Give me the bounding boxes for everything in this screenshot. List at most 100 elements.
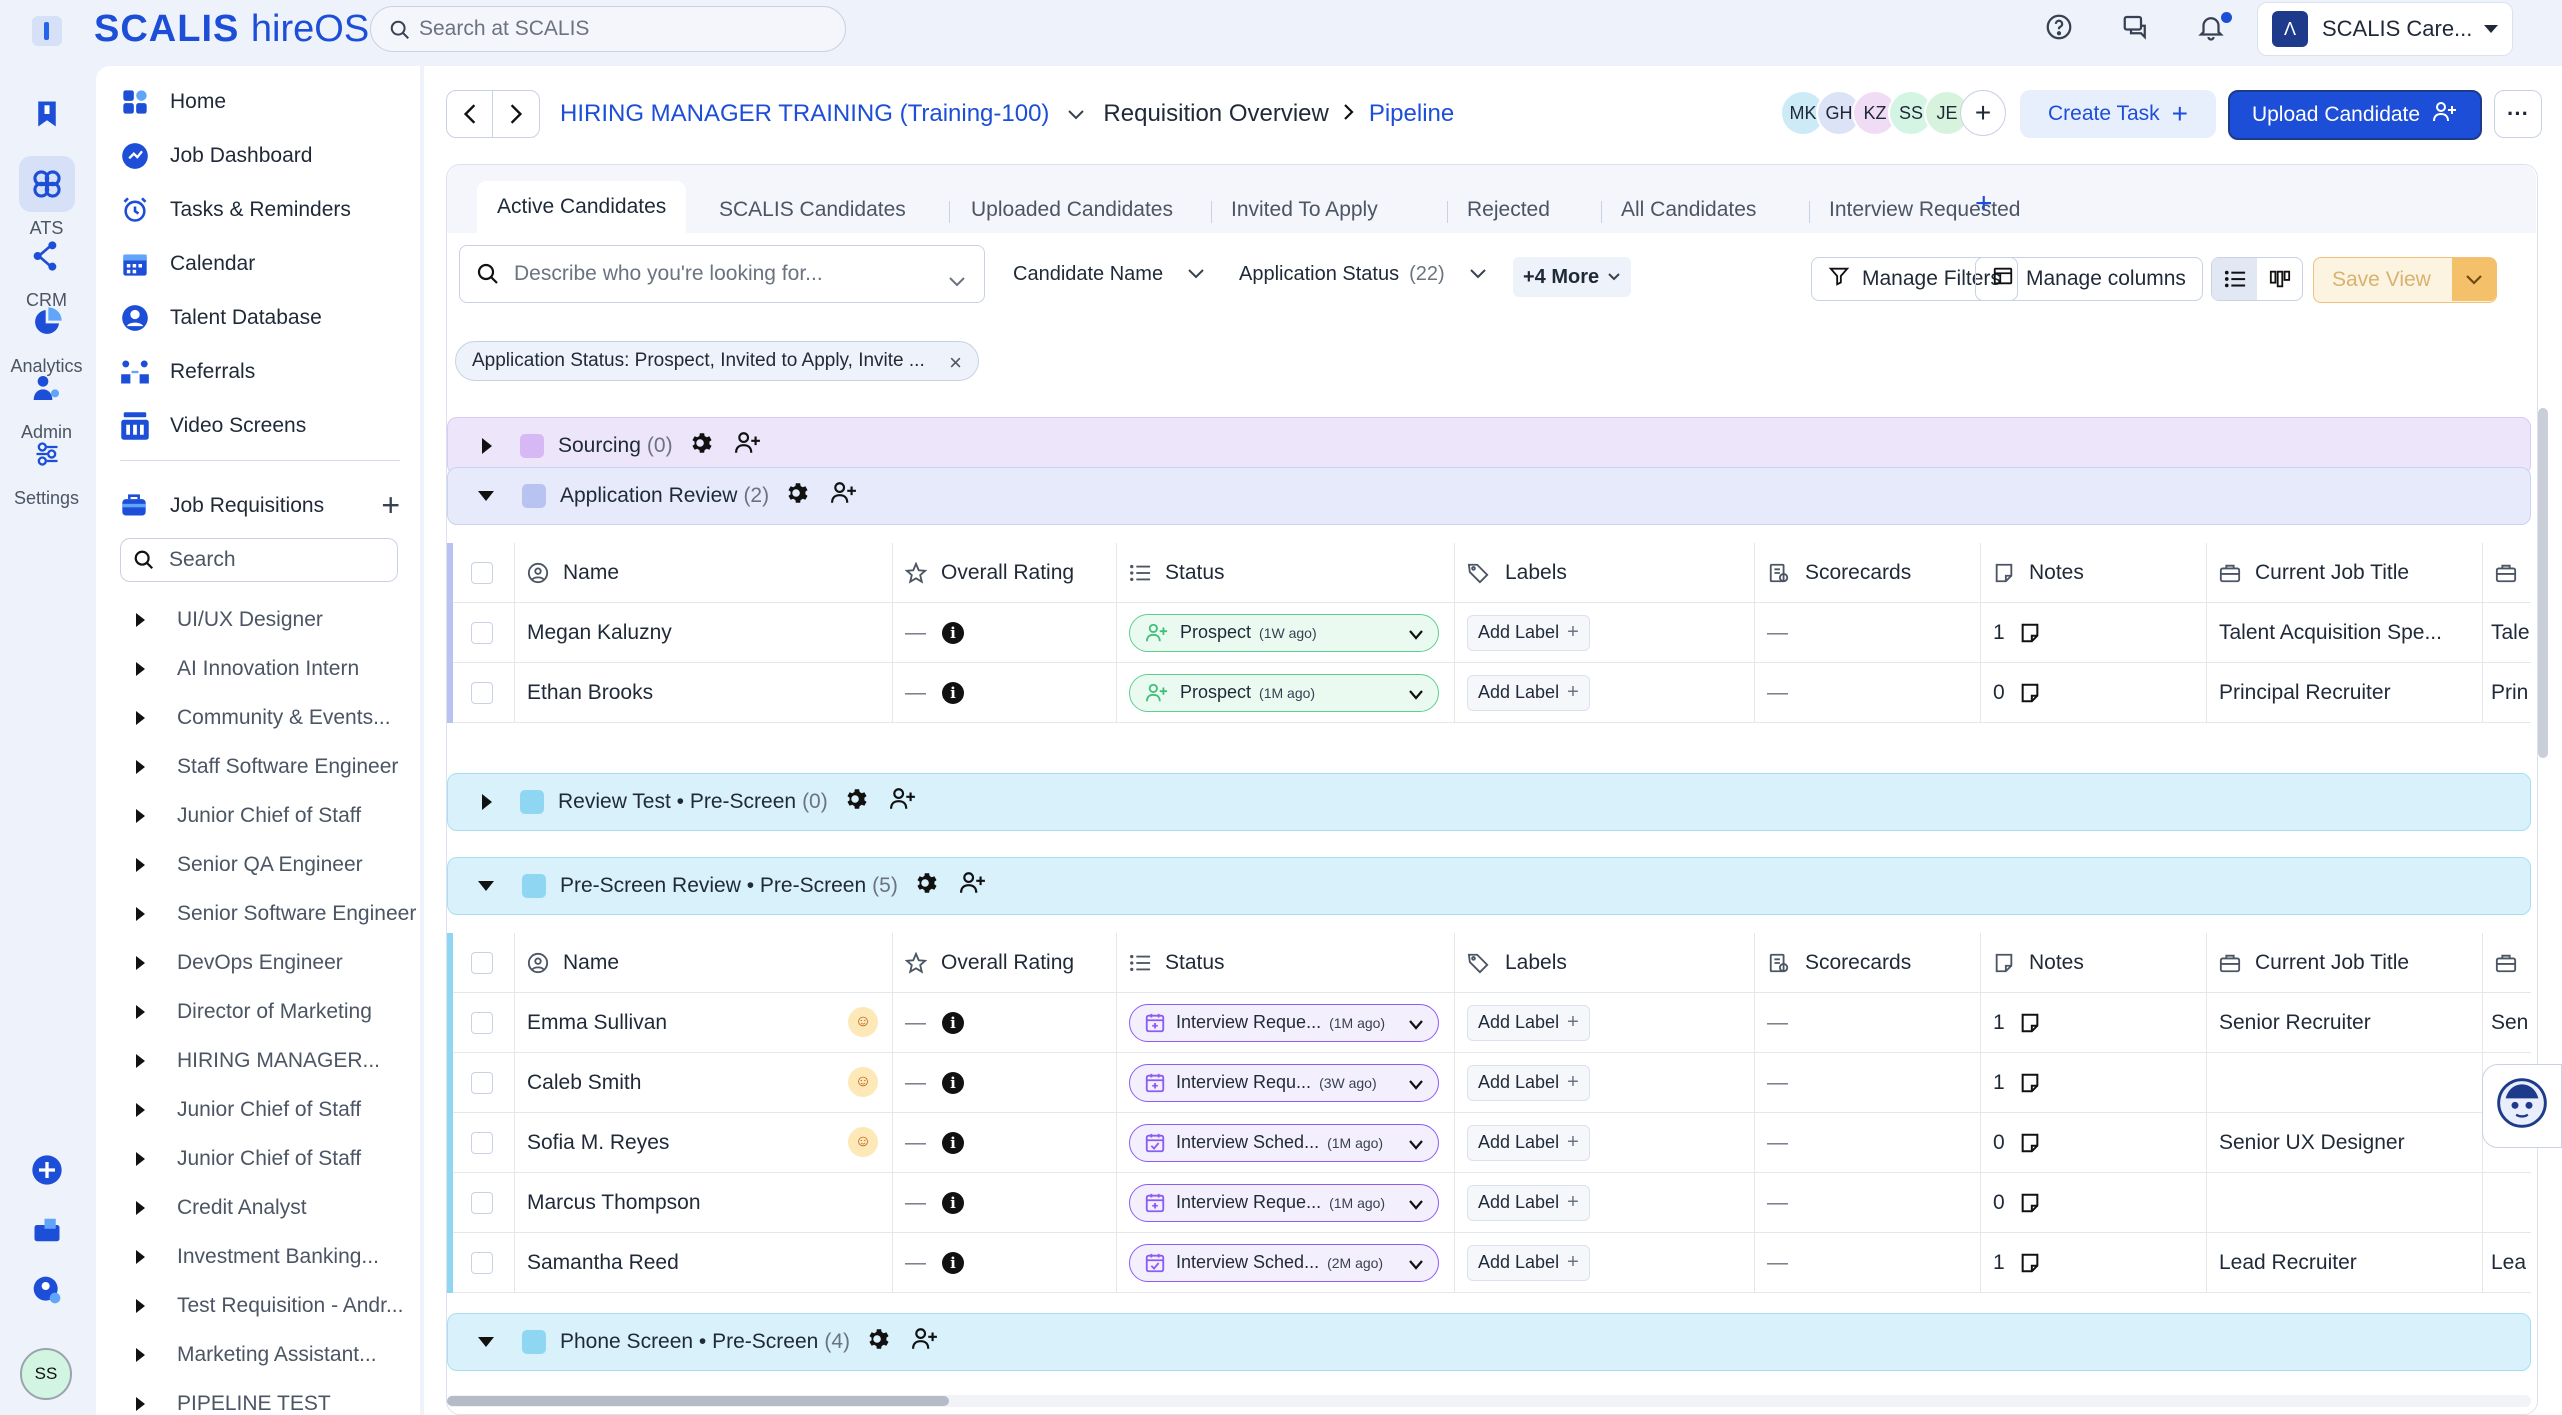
rail-add[interactable] xyxy=(0,1142,93,1198)
tab-interview-requested[interactable]: Interview Requested xyxy=(1829,198,2021,221)
candidate-name[interactable]: Caleb Smith xyxy=(527,1070,642,1094)
caret-right-icon[interactable] xyxy=(136,1103,145,1117)
sidebar-item-home[interactable]: Home xyxy=(120,82,226,122)
application-status-filter[interactable]: Application Status (22) xyxy=(1239,263,1487,286)
sidebar-item-calendar[interactable]: Calendar xyxy=(120,244,255,284)
sidebar-item-referrals[interactable]: Referrals xyxy=(120,352,255,392)
notes-cell[interactable]: 1 xyxy=(1981,993,2207,1052)
sidebar-requisition-item[interactable]: Junior Chief of Staff xyxy=(136,1090,361,1130)
column-header-scorecards[interactable]: Scorecards xyxy=(1755,543,1981,602)
sidebar-requisition-item[interactable]: Director of Marketing xyxy=(136,992,372,1032)
rail-ats[interactable]: ATS xyxy=(0,156,93,239)
org-switcher[interactable]: Λ SCALIS Care... xyxy=(2257,2,2513,56)
caret-down-icon[interactable] xyxy=(478,881,494,891)
add-label-button[interactable]: Add Label + xyxy=(1467,614,1590,651)
caret-right-icon[interactable] xyxy=(136,1201,145,1215)
info-icon[interactable]: i xyxy=(942,1251,964,1274)
vertical-scrollbar[interactable] xyxy=(2538,408,2548,758)
pipeline-stage-header[interactable]: Sourcing (0) xyxy=(447,417,2531,475)
status-dropdown[interactable]: Interview Reque... (1M ago) xyxy=(1129,1003,1439,1042)
table-row[interactable]: Ethan Brooks — i Prospect (1M ago) Add Label +… xyxy=(453,663,2531,723)
user-avatar[interactable]: SS xyxy=(20,1348,72,1400)
brand-logo[interactable]: SCALIS hireOS xyxy=(94,8,369,51)
caret-right-icon[interactable] xyxy=(136,711,145,725)
save-view-button[interactable]: Save View xyxy=(2313,257,2497,303)
candidate-name-filter[interactable]: Candidate Name xyxy=(1013,263,1205,286)
candidate-name[interactable]: Emma Sullivan xyxy=(527,1010,668,1034)
manage-columns-button[interactable]: Manage columns xyxy=(1975,257,2203,301)
tab-all-candidates[interactable]: All Candidates xyxy=(1621,198,1757,221)
row-checkbox[interactable] xyxy=(471,1011,493,1034)
select-all-checkbox[interactable] xyxy=(471,951,493,974)
select-all-checkbox[interactable] xyxy=(471,561,493,584)
row-checkbox[interactable] xyxy=(471,1191,493,1214)
active-filter-chip[interactable]: Application Status: Prospect, Invited to… xyxy=(455,341,979,381)
column-header-scorecards[interactable]: Scorecards xyxy=(1755,933,1981,992)
column-header-notes[interactable]: Notes xyxy=(1981,933,2207,992)
horizontal-scrollbar[interactable] xyxy=(447,1395,2531,1407)
status-dropdown[interactable]: Prospect (1M ago) xyxy=(1129,673,1439,712)
notes-cell[interactable]: 1 xyxy=(1981,603,2207,662)
rail-profile-settings[interactable] xyxy=(0,1262,93,1318)
info-icon[interactable]: i xyxy=(942,1011,964,1034)
more-options-button[interactable]: ··· xyxy=(2494,90,2542,138)
column-header-name[interactable]: Name xyxy=(515,543,893,602)
caret-right-icon[interactable] xyxy=(482,438,492,454)
sidebar-requisition-item[interactable]: Staff Software Engineer xyxy=(136,747,398,787)
notifications-bell-icon[interactable] xyxy=(2196,12,2232,48)
sidebar-requisition-item[interactable]: Senior QA Engineer xyxy=(136,845,363,885)
caret-right-icon[interactable] xyxy=(136,760,145,774)
global-search-input[interactable]: Search at SCALIS xyxy=(370,6,846,52)
column-header-overall-rating[interactable]: Overall Rating xyxy=(893,933,1117,992)
info-icon[interactable]: i xyxy=(942,681,964,704)
close-icon[interactable]: × xyxy=(949,350,962,375)
row-checkbox[interactable] xyxy=(471,1071,493,1094)
caret-right-icon[interactable] xyxy=(136,1348,145,1362)
column-header-overflow[interactable] xyxy=(2483,543,2531,602)
gear-icon[interactable] xyxy=(785,480,811,512)
add-requisition-icon[interactable]: + xyxy=(381,487,400,523)
row-checkbox[interactable] xyxy=(471,621,493,644)
scrollbar-thumb[interactable] xyxy=(447,1396,949,1406)
column-header-labels[interactable]: Labels xyxy=(1455,933,1755,992)
row-checkbox[interactable] xyxy=(471,1131,493,1154)
add-user-icon[interactable] xyxy=(888,786,918,818)
manage-filters-button[interactable]: Manage Filters xyxy=(1811,257,2018,301)
gear-icon[interactable] xyxy=(866,1326,892,1358)
column-header-current-job-title[interactable]: Current Job Title xyxy=(2207,933,2483,992)
assistant-bot-button[interactable] xyxy=(2482,1064,2562,1148)
save-view-dropdown[interactable] xyxy=(2452,258,2496,301)
upload-candidate-button[interactable]: Upload Candidate xyxy=(2228,90,2482,140)
caret-right-icon[interactable] xyxy=(136,1299,145,1313)
candidate-name[interactable]: Megan Kaluzny xyxy=(527,620,672,644)
column-header-labels[interactable]: Labels xyxy=(1455,543,1755,602)
chevron-down-icon[interactable] xyxy=(1067,100,1085,128)
rail-bookmark[interactable] xyxy=(0,86,93,142)
table-row[interactable]: Megan Kaluzny — i Prospect (1W ago) Add Label… xyxy=(453,603,2531,663)
add-label-button[interactable]: Add Label + xyxy=(1467,1064,1590,1101)
pipeline-stage-header[interactable]: Phone Screen • Pre-Screen (4) xyxy=(447,1313,2531,1371)
caret-down-icon[interactable] xyxy=(478,1337,494,1347)
caret-down-icon[interactable] xyxy=(478,491,494,501)
sidebar-requisition-item[interactable]: UI/UX Designer xyxy=(136,600,323,640)
row-checkbox[interactable] xyxy=(471,1251,493,1274)
back-button[interactable] xyxy=(446,90,494,138)
sidebar-requisition-item[interactable]: Investment Banking... xyxy=(136,1237,379,1277)
sidebar-requisition-item[interactable]: PIPELINE TEST xyxy=(136,1384,331,1415)
info-icon[interactable]: i xyxy=(942,1131,964,1154)
candidate-search-input[interactable]: Describe who you're looking for... xyxy=(459,245,985,303)
add-tab-button[interactable]: + xyxy=(1975,187,1993,220)
status-dropdown[interactable]: Interview Sched... (1M ago) xyxy=(1129,1123,1439,1162)
sidebar-requisition-item[interactable]: Junior Chief of Staff xyxy=(136,796,361,836)
rail-analytics[interactable]: Analytics xyxy=(0,294,93,377)
caret-right-icon[interactable] xyxy=(482,794,492,810)
sidebar-item-job-dashboard[interactable]: Job Dashboard xyxy=(120,136,312,176)
pipeline-stage-header[interactable]: Review Test • Pre-Screen (0) xyxy=(447,773,2531,831)
table-row[interactable]: Sofia M. Reyes ☺ — i Interview Sched... (1M a… xyxy=(453,1113,2531,1173)
caret-right-icon[interactable] xyxy=(136,1005,145,1019)
add-team-member-button[interactable]: + xyxy=(1960,90,2006,136)
help-icon[interactable] xyxy=(2044,12,2080,48)
sidebar-requisition-item[interactable]: Junior Chief of Staff xyxy=(136,1139,361,1179)
sidebar-item-talent-database[interactable]: Talent Database xyxy=(120,298,322,338)
caret-right-icon[interactable] xyxy=(136,907,145,921)
